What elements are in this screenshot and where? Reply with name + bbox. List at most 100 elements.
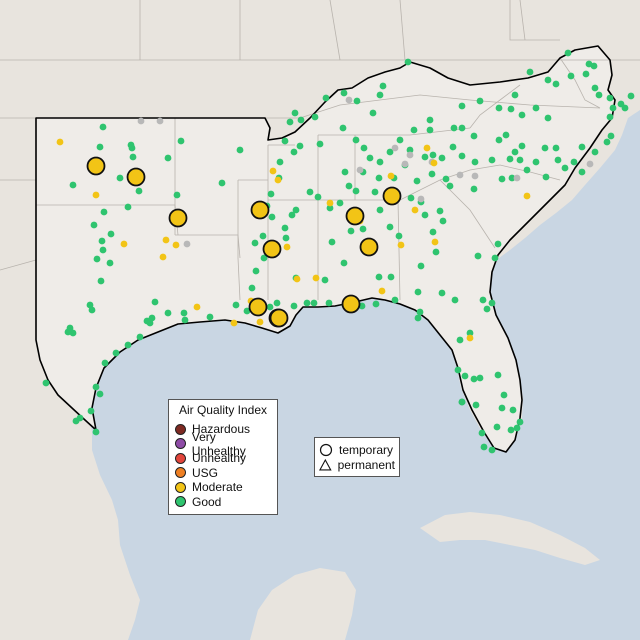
good-monitor [128, 144, 136, 152]
good-monitor [282, 234, 290, 242]
good-monitor [101, 359, 109, 367]
good-monitor [345, 182, 353, 190]
state-border [318, 127, 471, 136]
good-monitor [106, 259, 114, 267]
offline-monitor [586, 160, 594, 168]
good-monitor [124, 341, 132, 349]
good-monitor [353, 97, 361, 105]
legend-swatch [175, 423, 186, 435]
good-monitor [544, 114, 552, 122]
good-monitor [470, 132, 478, 140]
good-monitor [606, 113, 614, 121]
good-monitor [456, 336, 464, 344]
good-monitor [502, 131, 510, 139]
offline-monitor [406, 151, 414, 159]
good-monitor [296, 142, 304, 150]
monitor-layer [42, 49, 635, 454]
good-monitor [432, 248, 440, 256]
good-monitor [96, 390, 104, 398]
good-monitor [446, 182, 454, 190]
large-moderate-monitor [168, 208, 188, 228]
moderate-monitor [193, 303, 201, 311]
good-monitor [413, 177, 421, 185]
good-monitor [386, 223, 394, 231]
offline-monitor [417, 195, 425, 203]
state-border [399, 164, 561, 201]
good-monitor [135, 187, 143, 195]
legend-swatch [175, 452, 186, 464]
legend-row-temporary: temporary [319, 442, 395, 457]
good-monitor [88, 306, 96, 314]
good-monitor [426, 116, 434, 124]
good-monitor [286, 118, 294, 126]
good-monitor [595, 91, 603, 99]
good-monitor [513, 424, 521, 432]
state-border [439, 179, 496, 249]
good-monitor [173, 191, 181, 199]
good-monitor [336, 199, 344, 207]
legend-swatch [175, 438, 186, 450]
good-monitor [470, 185, 478, 193]
moderate-monitor [326, 199, 334, 207]
large-moderate-monitor [269, 308, 289, 328]
good-monitor [488, 299, 496, 307]
legend-row-moderate: Moderate [175, 480, 271, 495]
good-monitor [526, 68, 534, 76]
good-monitor [291, 109, 299, 117]
moderate-monitor [92, 191, 100, 199]
moderate-monitor [411, 206, 419, 214]
large-moderate-monitor [250, 200, 270, 220]
large-moderate-monitor [262, 239, 282, 259]
good-monitor [458, 124, 466, 132]
good-monitor [458, 398, 466, 406]
good-monitor [511, 91, 519, 99]
offline-monitor [513, 174, 521, 182]
good-monitor [372, 300, 380, 308]
good-monitor [259, 232, 267, 240]
good-monitor [417, 262, 425, 270]
good-monitor [148, 314, 156, 322]
legend-row-good: Good [175, 495, 271, 510]
good-monitor [479, 296, 487, 304]
good-monitor [627, 92, 635, 100]
good-monitor [498, 404, 506, 412]
yucatan [250, 568, 356, 640]
good-monitor [218, 179, 226, 187]
large-moderate-monitor [86, 156, 106, 176]
good-monitor [72, 417, 80, 425]
good-monitor [471, 158, 479, 166]
offline-monitor [345, 96, 353, 104]
good-monitor [341, 168, 349, 176]
good-monitor [578, 168, 586, 176]
good-monitor [359, 225, 367, 233]
good-monitor [143, 317, 151, 325]
good-monitor [177, 137, 185, 145]
good-monitor [379, 82, 387, 90]
state-border [509, 0, 560, 41]
good-monitor [251, 239, 259, 247]
good-monitor [99, 123, 107, 131]
good-monitor [376, 91, 384, 99]
good-monitor [429, 228, 437, 236]
good-monitor [243, 307, 251, 315]
good-monitor [458, 102, 466, 110]
cuba [420, 512, 600, 565]
good-monitor [532, 104, 540, 112]
moderate-monitor [397, 241, 405, 249]
offline-monitor [156, 117, 164, 125]
good-monitor [267, 190, 275, 198]
offline-monitor [356, 166, 364, 174]
good-monitor [292, 206, 300, 214]
good-monitor [236, 146, 244, 154]
good-monitor [507, 105, 515, 113]
good-monitor [429, 151, 437, 159]
good-monitor [387, 273, 395, 281]
good-monitor [347, 227, 355, 235]
moderate-monitor [230, 319, 238, 327]
good-monitor [180, 309, 188, 317]
good-monitor [326, 204, 334, 212]
state-border [379, 94, 601, 109]
